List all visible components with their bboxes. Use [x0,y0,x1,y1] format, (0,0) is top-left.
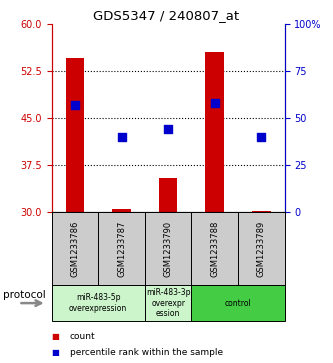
Text: GSM1233787: GSM1233787 [117,220,126,277]
Text: count: count [70,332,96,341]
Point [212,100,217,106]
Point [72,102,78,108]
Bar [112,209,131,212]
Point [259,134,264,140]
Text: GSM1233789: GSM1233789 [257,221,266,277]
Text: miR-483-5p
overexpression: miR-483-5p overexpression [69,293,127,313]
Text: GSM1233790: GSM1233790 [164,221,173,277]
Bar [159,178,177,212]
Text: percentile rank within the sample: percentile rank within the sample [70,348,223,356]
Text: miR-483-3p
overexpr
ession: miR-483-3p overexpr ession [146,288,190,318]
Text: protocol: protocol [3,290,46,300]
Text: control: control [225,299,251,307]
Text: GDS5347 / 240807_at: GDS5347 / 240807_at [94,9,239,22]
Text: GSM1233788: GSM1233788 [210,220,219,277]
Point [119,134,124,140]
Text: GSM1233786: GSM1233786 [70,220,80,277]
Bar [252,211,271,212]
Text: ■: ■ [52,332,60,341]
Bar [205,52,224,212]
Bar [66,58,84,212]
Point [166,126,171,132]
Text: ■: ■ [52,348,60,356]
